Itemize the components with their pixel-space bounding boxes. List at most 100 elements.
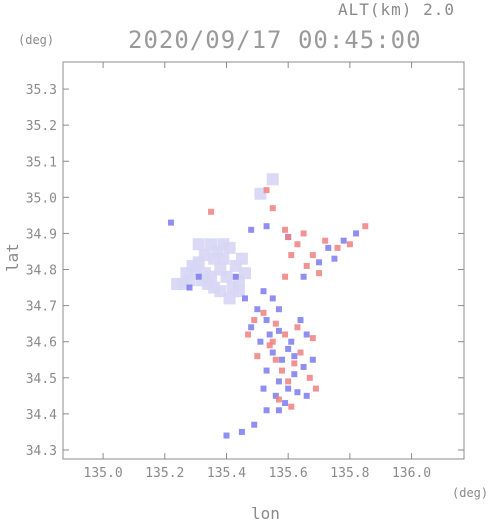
- data-point-receding: [362, 223, 369, 230]
- data-point-receding: [254, 353, 261, 360]
- data-point-approaching: [223, 432, 230, 439]
- data-point-receding: [300, 230, 307, 237]
- data-point-receding: [272, 320, 279, 327]
- data-point-receding: [288, 252, 295, 259]
- data-point-approaching: [269, 295, 276, 302]
- data-point-receding: [251, 317, 258, 324]
- data-point-receding: [294, 241, 301, 248]
- data-point-weak: [205, 238, 218, 251]
- data-point-receding: [285, 234, 292, 241]
- data-point-approaching: [353, 230, 360, 237]
- y-axis-ticks: 34.3 34.4 34.5 34.6 34.7 34.8 34.9 35.0 35.1 35.2…: [26, 83, 464, 459]
- data-point-receding: [297, 349, 304, 356]
- data-point-weak: [208, 252, 221, 265]
- data-point-weak: [186, 259, 199, 272]
- y-tick-label: 34.6: [26, 336, 57, 351]
- x-tick-label: 135.6: [269, 466, 308, 481]
- plot-frame: [62, 61, 465, 460]
- data-point-receding: [309, 335, 316, 342]
- x-axis-unit: (deg): [452, 486, 489, 500]
- data-point-approaching: [251, 421, 258, 428]
- x-axis-label: lon: [251, 504, 280, 523]
- data-point-approaching: [257, 338, 264, 345]
- data-point-approaching: [309, 356, 316, 363]
- data-point-receding: [279, 367, 286, 374]
- data-point-receding: [303, 262, 310, 269]
- data-point-approaching: [275, 407, 282, 414]
- data-marks: [167, 173, 369, 439]
- data-point-approaching: [269, 349, 276, 356]
- chart-title: 2020/09/17 00:45:00: [128, 26, 422, 54]
- data-point-approaching: [288, 338, 295, 345]
- y-axis-unit: (deg): [18, 33, 55, 47]
- data-point-approaching: [263, 367, 270, 374]
- data-point-approaching: [303, 392, 310, 399]
- data-point-receding: [272, 356, 279, 363]
- data-point-approaching: [279, 356, 286, 363]
- data-point-approaching: [238, 428, 245, 435]
- data-point-receding: [282, 226, 289, 233]
- y-tick-label: 34.8: [26, 264, 57, 279]
- data-point-approaching: [291, 371, 298, 378]
- data-point-weak: [198, 249, 211, 262]
- y-tick-label: 35.0: [26, 191, 57, 206]
- data-point-approaching: [300, 273, 307, 280]
- x-tick-label: 135.2: [145, 466, 184, 481]
- data-point-weak: [254, 187, 267, 200]
- data-point-weak: [238, 267, 251, 280]
- data-point-approaching: [275, 327, 282, 334]
- data-point-receding: [306, 374, 313, 381]
- data-point-receding: [269, 338, 276, 345]
- y-tick-label: 35.2: [26, 119, 57, 134]
- data-point-approaching: [186, 284, 193, 291]
- data-point-weak: [223, 241, 236, 254]
- data-point-approaching: [260, 385, 267, 392]
- data-point-approaching: [272, 392, 279, 399]
- data-point-receding: [260, 309, 267, 316]
- data-point-approaching: [331, 255, 338, 262]
- data-point-weak: [220, 270, 233, 283]
- data-point-weak: [266, 173, 279, 186]
- data-point-approaching: [300, 363, 307, 370]
- data-point-approaching: [241, 295, 248, 302]
- x-tick-label: 135.8: [330, 466, 369, 481]
- data-point-approaching: [316, 259, 323, 266]
- x-axis-ticks: 135.0 135.2 135.4 135.6 135.8 136.0: [84, 62, 431, 481]
- data-point-approaching: [232, 273, 239, 280]
- x-tick-label: 135.4: [207, 466, 246, 481]
- y-tick-label: 35.1: [26, 155, 57, 170]
- data-point-approaching: [263, 407, 270, 414]
- y-tick-label: 34.7: [26, 300, 57, 315]
- data-point-approaching: [340, 237, 347, 244]
- data-point-weak: [223, 292, 236, 305]
- data-point-weak: [235, 252, 248, 265]
- y-tick-label: 34.5: [26, 372, 57, 387]
- data-point-approaching: [266, 331, 273, 338]
- data-point-receding: [245, 331, 252, 338]
- data-point-weak: [192, 238, 205, 251]
- data-point-receding: [288, 403, 295, 410]
- data-point-receding: [291, 360, 298, 367]
- data-point-approaching: [325, 244, 332, 251]
- data-point-approaching: [260, 288, 267, 295]
- data-point-receding: [309, 252, 316, 259]
- data-point-receding: [294, 324, 301, 331]
- x-tick-label: 136.0: [392, 466, 431, 481]
- data-point-receding: [263, 187, 270, 194]
- data-point-weak: [232, 285, 245, 298]
- data-point-receding: [266, 342, 273, 349]
- data-point-receding: [275, 396, 282, 403]
- y-tick-label: 34.4: [26, 408, 57, 423]
- data-point-approaching: [285, 385, 292, 392]
- data-point-approaching: [303, 331, 310, 338]
- data-point-approaching: [275, 306, 282, 313]
- data-point-receding: [334, 244, 341, 251]
- data-point-approaching: [248, 226, 255, 233]
- x-tick-label: 135.0: [84, 466, 123, 481]
- data-point-approaching: [254, 306, 261, 313]
- data-point-receding: [282, 331, 289, 338]
- data-point-weak: [217, 252, 230, 265]
- data-point-receding: [346, 241, 353, 248]
- altitude-label: ALT(km) 2.0: [338, 0, 455, 19]
